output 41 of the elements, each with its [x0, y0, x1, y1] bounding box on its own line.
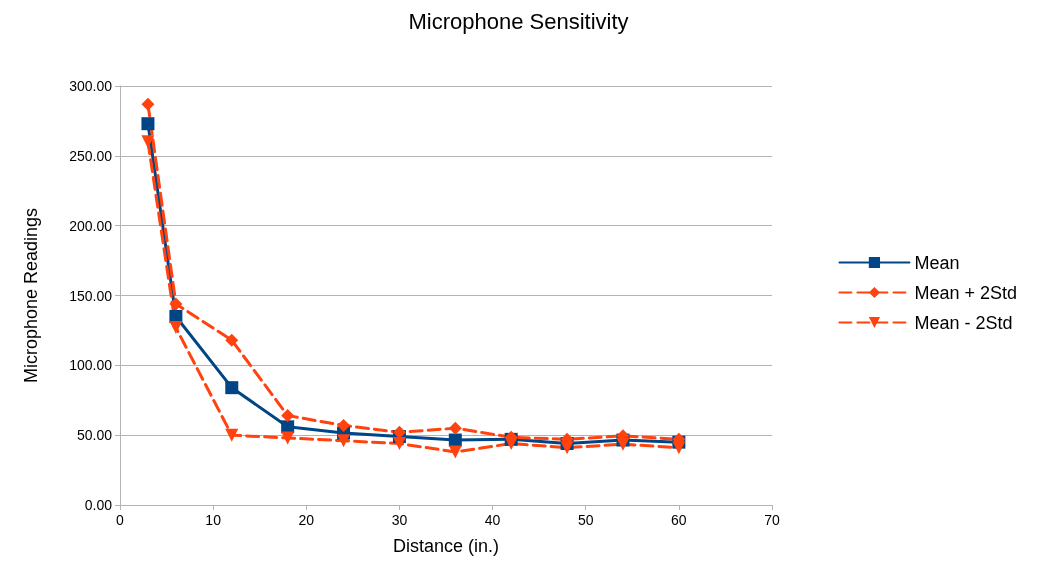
point: [672, 441, 686, 455]
x-tick-label: 30: [391, 512, 408, 528]
point: [225, 333, 239, 347]
point: [616, 437, 630, 451]
point: [337, 434, 351, 448]
y-tick-label: 150.00: [69, 287, 113, 304]
point: [169, 297, 183, 311]
x-tick-label: 50: [577, 512, 594, 528]
point: [225, 428, 239, 442]
x-tick-label: 70: [764, 512, 780, 528]
point: [392, 425, 406, 439]
x-tick-label: 20: [298, 512, 315, 528]
point: [337, 418, 351, 432]
x-tick-label: 10: [205, 512, 222, 528]
point: [281, 409, 295, 423]
point: [169, 321, 183, 335]
point: [448, 445, 462, 459]
x-tick-label: 0: [116, 512, 125, 528]
y-tick-label: 200.00: [69, 217, 113, 234]
y-tick-label: 300.00: [69, 78, 113, 94]
chart-title: Microphone Sensitivity: [408, 8, 629, 34]
x-axis-title: Distance (in.): [392, 536, 500, 556]
y-tick-label: 250.00: [69, 147, 113, 164]
point: [504, 437, 518, 451]
legend-label: Mean: [914, 252, 960, 273]
point: [281, 431, 295, 445]
point: [448, 421, 462, 435]
y-tick-label: 100.00: [69, 357, 113, 374]
point: [141, 117, 155, 131]
legend-label: Mean - 2Std: [914, 312, 1013, 333]
point: [225, 381, 239, 395]
y-tick-label: 0.00: [84, 497, 113, 513]
point: [141, 97, 155, 111]
point: [392, 437, 406, 451]
point: [141, 135, 155, 149]
y-axis-title: Microphone Readings: [21, 207, 41, 384]
x-tick-label: 60: [671, 512, 687, 528]
y-tick-label: 50.00: [76, 427, 113, 444]
point: [560, 441, 574, 455]
x-tick-label: 40: [484, 512, 501, 528]
legend-label: Mean + 2Std: [914, 282, 1018, 303]
